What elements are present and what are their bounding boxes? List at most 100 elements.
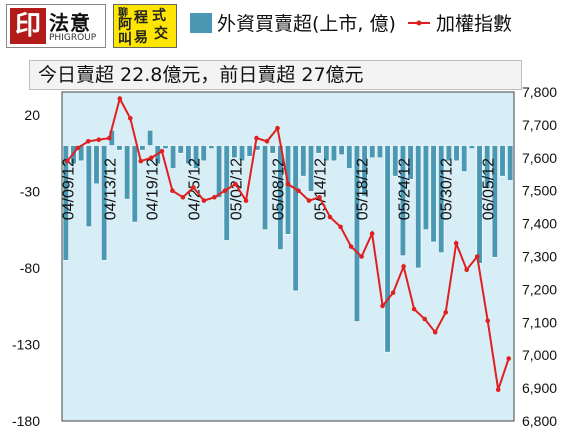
phigroup-seal-icon: 印 — [10, 8, 46, 44]
y-right-tick-label: 7,100 — [522, 314, 557, 330]
index-point — [264, 139, 270, 144]
index-point — [296, 188, 301, 193]
bar — [147, 129, 154, 146]
bar — [353, 145, 361, 322]
y-left-tick-label: 20 — [24, 107, 40, 123]
bar — [223, 145, 230, 241]
bar — [124, 145, 131, 200]
index-point — [327, 214, 333, 220]
index-point — [348, 244, 354, 249]
index-point — [275, 125, 280, 131]
y-right-tick-label: 7,600 — [522, 150, 557, 166]
x-tick-label: 05/08/12 — [270, 158, 287, 220]
trading-logo-glyph: 叫 — [118, 32, 132, 48]
bar — [292, 145, 299, 292]
x-tick-label: 05/14/12 — [313, 158, 330, 220]
bar — [177, 145, 184, 154]
bar — [430, 145, 437, 243]
trading-logo-glyph: 式 — [152, 8, 166, 24]
index-point — [495, 387, 501, 393]
x-tick-label: 05/30/12 — [439, 158, 456, 220]
bar — [361, 145, 368, 197]
summary-note: 今日賣超 22.8億元，前日賣超 27億元 — [29, 60, 522, 90]
bar — [93, 145, 100, 185]
bar — [131, 145, 138, 223]
trading-logo: 聊 阿 程 式 叫 易 交 — [113, 4, 177, 48]
index-point — [233, 181, 238, 187]
index-point — [432, 329, 438, 335]
bar — [407, 145, 414, 180]
bar — [484, 145, 491, 189]
bar — [453, 145, 460, 162]
legend-swatch-bar — [190, 13, 212, 33]
index-point — [128, 116, 133, 121]
x-tick-label: 05/24/12 — [397, 158, 414, 220]
bar — [338, 145, 345, 156]
x-tick-label: 05/02/12 — [228, 158, 245, 220]
index-point — [506, 356, 512, 361]
bar — [246, 145, 253, 157]
index-point — [86, 139, 91, 144]
legend-label-line: 加權指數 — [436, 13, 512, 35]
y-right-tick-label: 7,200 — [522, 281, 557, 297]
trading-logo-glyph: 交 — [154, 26, 168, 42]
phigroup-logo-text: 法意 — [49, 11, 91, 35]
bar — [85, 145, 92, 227]
bar — [330, 145, 338, 162]
phigroup-logo: 印 法意 PHIGROUP — [6, 4, 106, 48]
y-left-tick-label: -30 — [20, 183, 40, 199]
index-point — [138, 158, 144, 164]
trading-logo-glyph: 阿 — [118, 17, 132, 33]
index-point — [254, 135, 259, 141]
y-left-tick-label: -180 — [12, 413, 40, 429]
bar — [185, 145, 192, 165]
index-point — [149, 155, 154, 161]
bar — [323, 145, 330, 162]
bar — [300, 145, 307, 177]
index-point — [369, 231, 375, 236]
bar — [170, 145, 177, 169]
index-point — [285, 181, 291, 187]
bar — [415, 145, 422, 269]
index-point — [191, 185, 196, 190]
y-right-tick-label: 7,700 — [522, 117, 557, 133]
index-point — [401, 264, 406, 269]
index-point — [243, 198, 249, 203]
index-point — [201, 198, 207, 203]
bar — [238, 145, 246, 162]
index-point — [107, 135, 112, 141]
bar — [476, 145, 483, 264]
bar — [507, 145, 514, 181]
index-point — [485, 318, 491, 324]
y-left-tick-label: -80 — [20, 260, 40, 276]
bar — [193, 145, 200, 169]
bar — [438, 145, 445, 253]
x-tick-label: 04/19/12 — [144, 158, 161, 220]
index-point — [222, 188, 228, 193]
y-right-tick-label: 7,800 — [522, 84, 557, 100]
bar — [231, 145, 238, 159]
x-tick-label: 05/18/12 — [355, 158, 372, 220]
index-point — [117, 96, 123, 101]
index-point — [159, 148, 165, 154]
bar — [261, 145, 269, 231]
y-right-tick-label: 6,800 — [522, 413, 557, 429]
bar — [139, 145, 146, 151]
y-left-tick-label: -130 — [12, 336, 40, 352]
bar — [208, 145, 215, 149]
bar — [491, 145, 498, 258]
index-point — [411, 306, 417, 312]
bar — [369, 145, 376, 159]
index-point — [474, 254, 480, 259]
bar — [315, 145, 322, 154]
plot-area — [61, 91, 515, 422]
index-point — [96, 137, 102, 142]
bar — [215, 145, 223, 198]
bar — [200, 145, 207, 162]
bar — [445, 145, 452, 162]
phigroup-logo-subtext: PHIGROUP — [49, 33, 97, 43]
y-right-tick-label: 7,300 — [522, 249, 557, 265]
y-right-tick-label: 7,000 — [522, 347, 557, 363]
index-point — [422, 316, 428, 322]
